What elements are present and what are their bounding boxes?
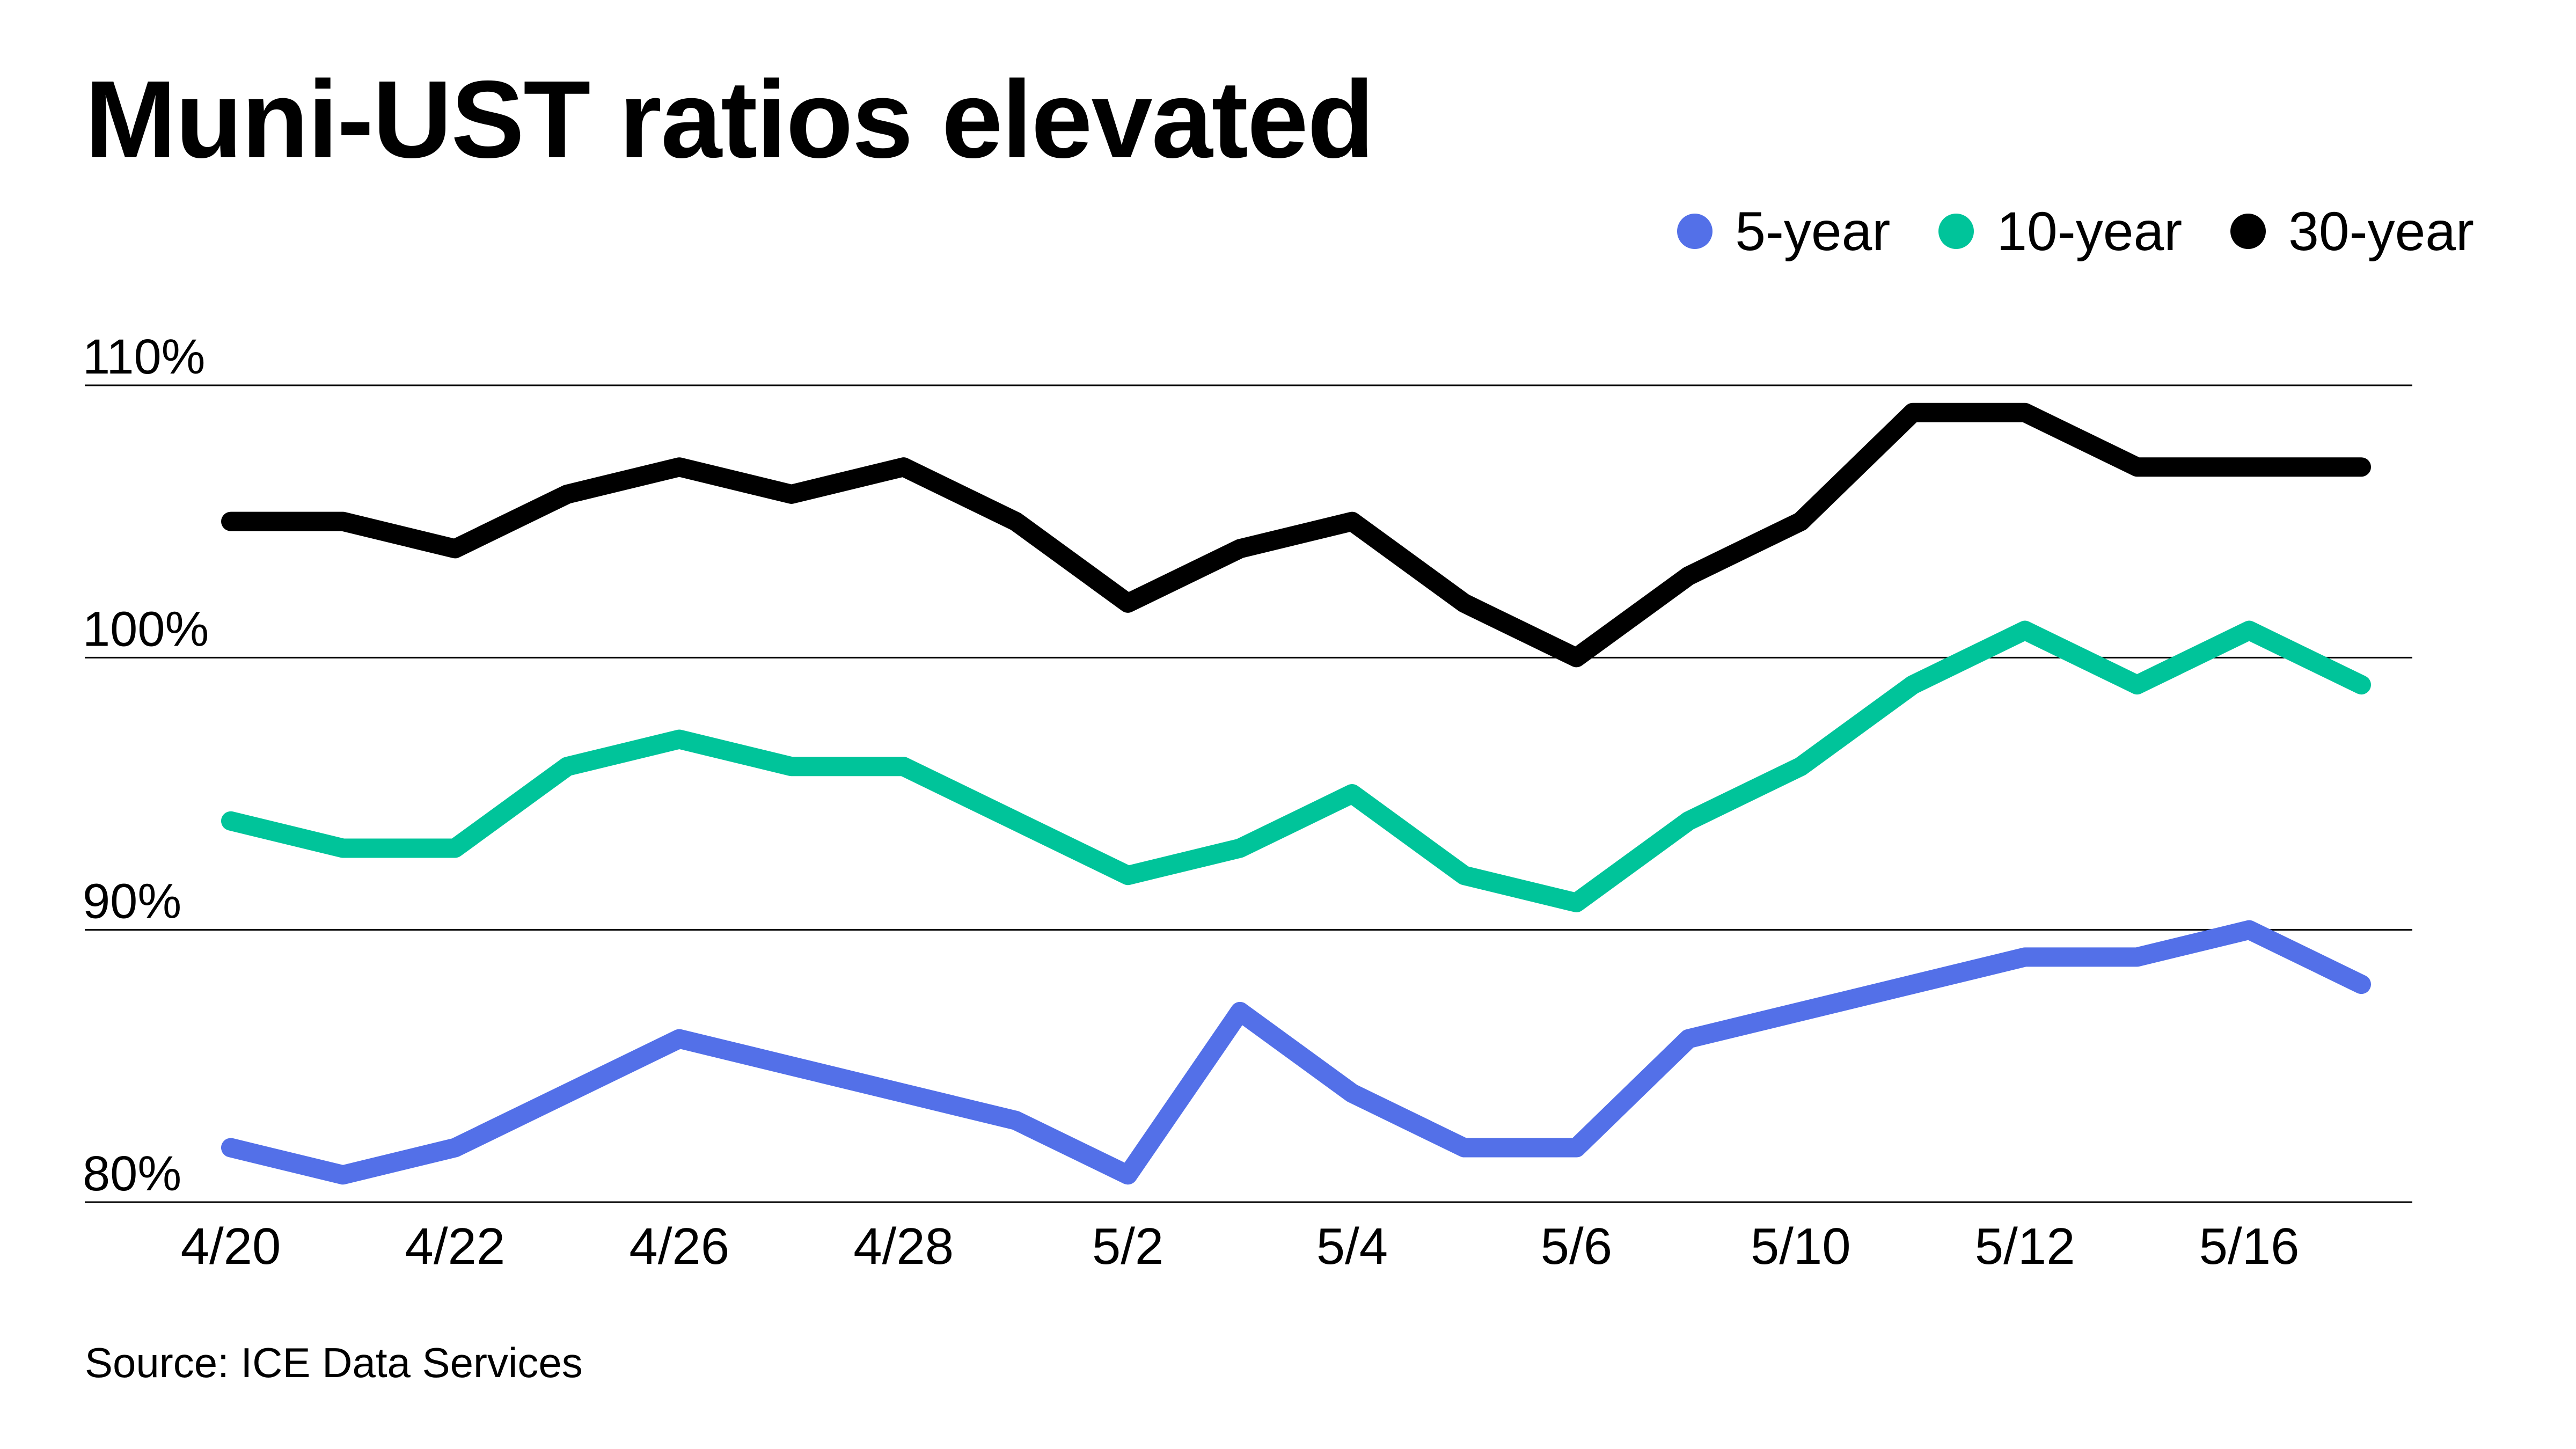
legend-dot-5-year xyxy=(1677,214,1713,249)
legend-label-30-year: 30-year xyxy=(2288,201,2474,262)
series-line-5-year xyxy=(221,920,2371,1185)
chart-title: Muni-UST ratios elevated xyxy=(85,58,1374,181)
x-tick-label: 4/20 xyxy=(181,1218,281,1275)
y-tick-label: 110% xyxy=(83,330,205,384)
x-tick-label: 5/12 xyxy=(1975,1218,2075,1275)
x-tick-label: 5/10 xyxy=(1751,1218,1851,1275)
x-tick-label: 5/6 xyxy=(1541,1218,1612,1275)
legend-item-5-year: 5-year xyxy=(1677,204,1890,259)
x-tick-label: 5/16 xyxy=(2199,1218,2300,1275)
series-line-30-year xyxy=(221,402,2371,668)
legend-label-10-year: 10-year xyxy=(1996,201,2183,262)
series-line-10-year xyxy=(221,620,2371,912)
legend-item-30-year: 30-year xyxy=(2230,204,2474,259)
y-tick-label: 90% xyxy=(83,874,181,929)
x-tick-label: 5/2 xyxy=(1092,1218,1163,1275)
source-note: Source: ICE Data Services xyxy=(85,1339,583,1386)
x-tick-label: 4/22 xyxy=(405,1218,505,1275)
legend-label-5-year: 5-year xyxy=(1735,201,1891,262)
legend-dot-30-year xyxy=(2230,214,2266,249)
x-tick-label: 4/26 xyxy=(629,1218,729,1275)
legend: 5-year 10-year 30-year xyxy=(1677,204,2474,259)
legend-item-10-year: 10-year xyxy=(1938,204,2182,259)
legend-dot-10-year xyxy=(1938,214,1974,249)
x-tick-label: 4/28 xyxy=(853,1218,954,1275)
x-tick-label: 5/4 xyxy=(1316,1218,1388,1275)
y-tick-label: 100% xyxy=(83,602,209,656)
y-tick-label: 80% xyxy=(83,1146,181,1201)
